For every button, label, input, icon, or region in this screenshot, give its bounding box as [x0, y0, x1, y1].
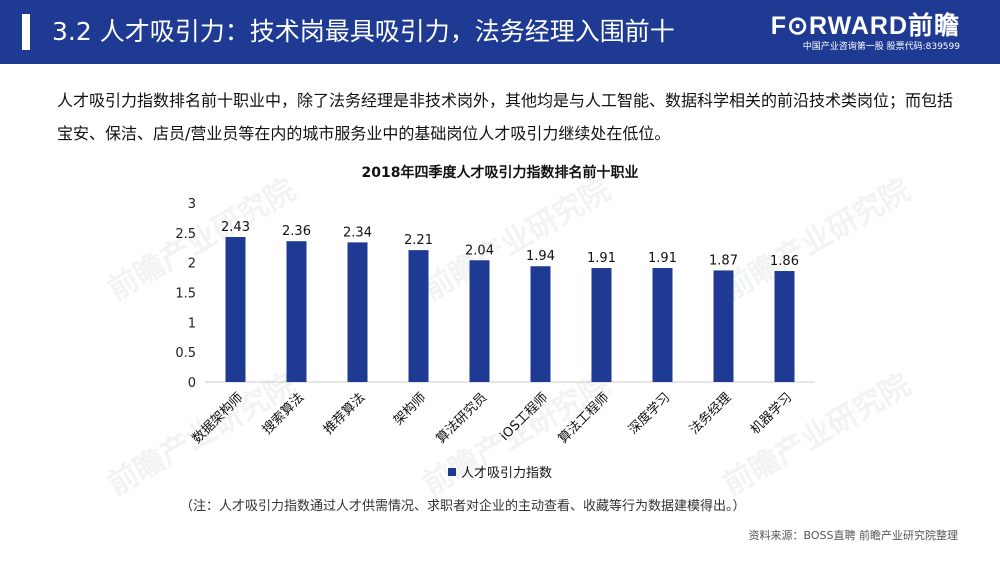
bar: [469, 260, 490, 382]
y-tick-label: 2.5: [175, 227, 196, 242]
chart-note: （注：人才吸引力指数通过人才供需情况、求职者对企业的主动查看、收藏等行为数据建模…: [180, 499, 746, 514]
y-tick-label: 1.5: [175, 287, 196, 302]
brand-tagline: 中国产业咨询第一股 股票代码:839599: [802, 42, 960, 52]
header-bar: 3.2 人才吸引力：技术岗最具吸引力，法务经理入围前十 F⊙RWARD前瞻 中国…: [0, 0, 1000, 64]
bar: [408, 250, 429, 382]
data-label: 2.04: [465, 243, 494, 258]
x-tick-label: 算法研究员: [434, 390, 491, 447]
data-label: 2.36: [282, 224, 311, 239]
bar: [713, 270, 734, 382]
x-tick-label: 搜索算法: [260, 390, 307, 437]
data-label: 1.87: [709, 253, 738, 268]
data-label: 1.94: [526, 249, 555, 264]
x-tick-label: 推荐算法: [321, 390, 368, 437]
x-tick-label: iOS工程师: [498, 390, 552, 444]
bar: [591, 268, 612, 382]
brand-logo: F⊙RWARD前瞻: [770, 12, 960, 40]
data-label: 1.91: [648, 251, 677, 266]
bar: [347, 242, 368, 382]
bar: [530, 266, 551, 382]
source-text: 资料来源：BOSS直聘 前瞻产业研究院整理: [748, 529, 958, 542]
data-label: 2.21: [404, 233, 433, 248]
page-title: 3.2 人才吸引力：技术岗最具吸引力，法务经理入围前十: [52, 17, 675, 46]
y-tick-label: 1: [188, 316, 196, 331]
y-tick-label: 0.5: [175, 346, 196, 361]
header-accent-bar: [22, 14, 30, 50]
x-tick-label: 架构师: [391, 390, 429, 428]
x-tick-label: 机器学习: [747, 390, 795, 438]
y-tick-label: 2: [188, 257, 196, 272]
data-label: 1.91: [587, 251, 616, 266]
bar: [774, 271, 795, 382]
data-label: 2.34: [343, 225, 372, 240]
data-label: 1.86: [770, 254, 799, 269]
x-tick-label: 数据架构师: [190, 390, 247, 447]
y-tick-label: 0: [188, 376, 196, 391]
bar: [225, 237, 246, 382]
x-tick-label: 算法工程师: [556, 390, 613, 447]
legend-swatch: [448, 468, 456, 476]
legend-label: 人才吸引力指数: [461, 466, 552, 481]
intro-paragraph: 人才吸引力指数排名前十职业中，除了法务经理是非技术岗外，其他均是与人工智能、数据…: [57, 91, 954, 143]
data-label: 2.43: [221, 220, 250, 235]
y-tick-label: 3: [188, 197, 196, 212]
bar: [652, 268, 673, 382]
bar: [286, 241, 307, 382]
chart-title: 2018年四季度人才吸引力指数排名前十职业: [362, 164, 639, 181]
x-tick-label: 深度学习: [625, 390, 673, 438]
x-tick-label: 法务经理: [686, 390, 734, 438]
